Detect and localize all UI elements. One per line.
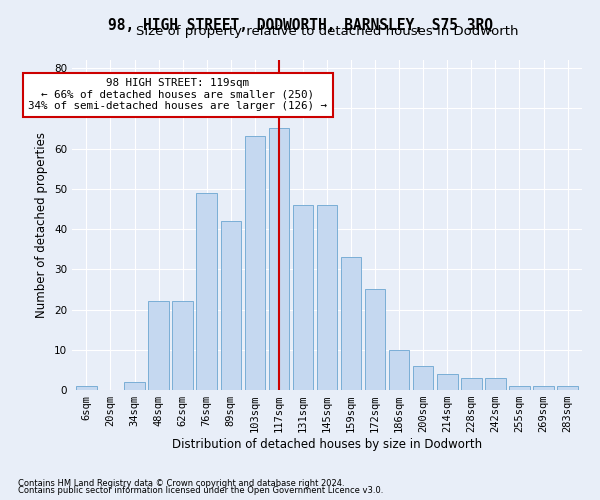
Bar <box>509 386 530 390</box>
Bar <box>124 382 145 390</box>
Text: 98 HIGH STREET: 119sqm
← 66% of detached houses are smaller (250)
34% of semi-de: 98 HIGH STREET: 119sqm ← 66% of detached… <box>28 78 328 112</box>
Bar <box>341 257 361 390</box>
Text: 98, HIGH STREET, DODWORTH, BARNSLEY, S75 3RQ: 98, HIGH STREET, DODWORTH, BARNSLEY, S75… <box>107 18 493 32</box>
Bar <box>148 302 169 390</box>
Bar <box>413 366 433 390</box>
Bar <box>317 205 337 390</box>
Bar <box>461 378 482 390</box>
Text: Contains public sector information licensed under the Open Government Licence v3: Contains public sector information licen… <box>18 486 383 495</box>
Bar <box>389 350 409 390</box>
Bar <box>365 290 385 390</box>
X-axis label: Distribution of detached houses by size in Dodworth: Distribution of detached houses by size … <box>172 438 482 451</box>
Bar <box>269 128 289 390</box>
Title: Size of property relative to detached houses in Dodworth: Size of property relative to detached ho… <box>136 25 518 38</box>
Bar <box>172 302 193 390</box>
Bar <box>557 386 578 390</box>
Bar <box>485 378 506 390</box>
Bar <box>221 221 241 390</box>
Text: Contains HM Land Registry data © Crown copyright and database right 2024.: Contains HM Land Registry data © Crown c… <box>18 478 344 488</box>
Y-axis label: Number of detached properties: Number of detached properties <box>35 132 49 318</box>
Bar <box>245 136 265 390</box>
Bar <box>196 193 217 390</box>
Bar <box>533 386 554 390</box>
Bar <box>437 374 458 390</box>
Bar <box>76 386 97 390</box>
Bar <box>293 205 313 390</box>
